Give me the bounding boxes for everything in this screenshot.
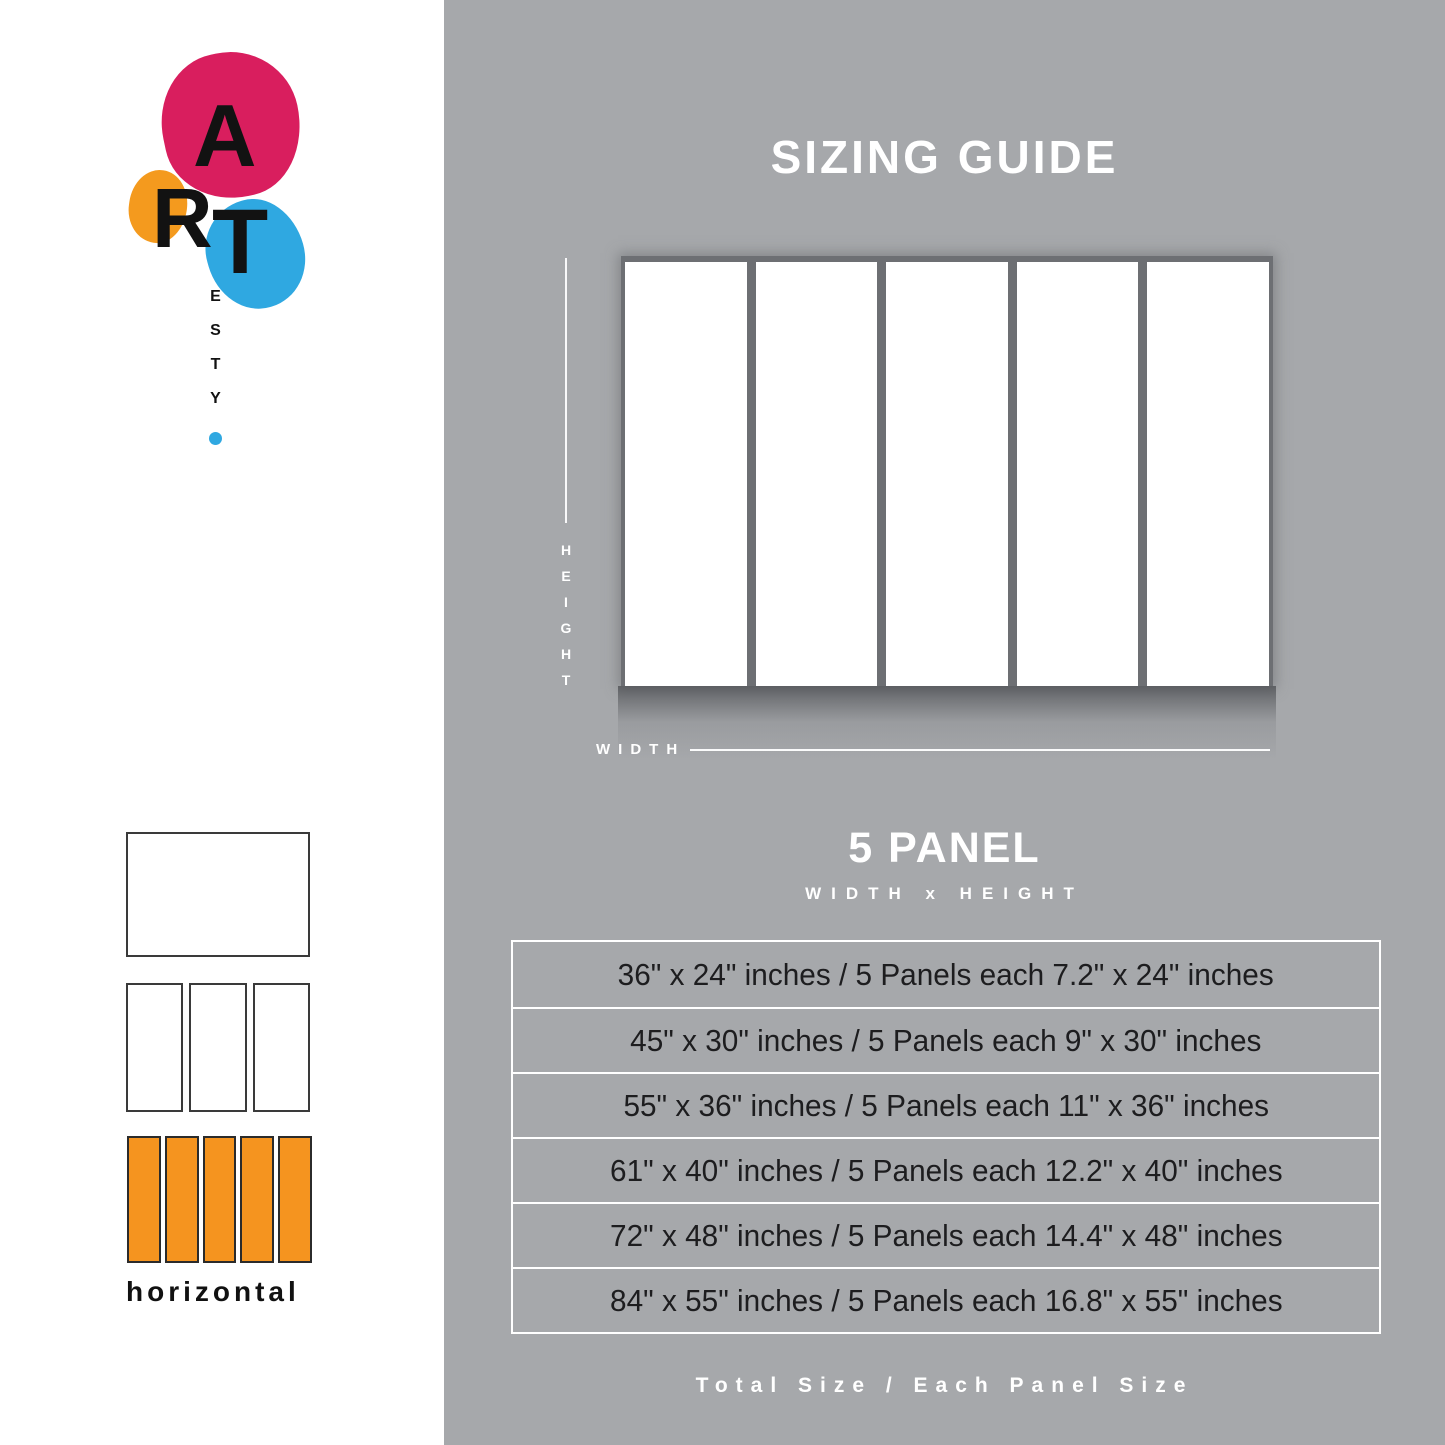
thumbnail-five-panel-horizontal: [127, 1136, 312, 1263]
dimension-format-label: WIDTH x HEIGHT: [805, 884, 1084, 903]
height-axis-line: [565, 258, 567, 523]
size-row: 45" x 30" inches / 5 Panels each 9" x 30…: [513, 1007, 1379, 1072]
thumbnail-panel-orange: [240, 1136, 275, 1263]
footer-note: Total Size / Each Panel Size: [695, 1374, 1194, 1397]
thumbnail-panel-orange: [164, 1136, 199, 1263]
size-row-text: 45" x 30" inches / 5 Panels each 9" x 30…: [630, 1022, 1262, 1058]
size-row-text: 36" x 24" inches / 5 Panels each 7.2" x …: [617, 956, 1275, 992]
size-row-text: 72" x 48" inches / 5 Panels each 14.4" x…: [609, 1217, 1283, 1253]
logo-letter-r: R: [152, 171, 213, 265]
logo-letter-t: T: [212, 191, 269, 293]
size-row-text: 55" x 36" inches / 5 Panels each 11" x 3…: [623, 1087, 1269, 1123]
panel-reflection-shadow: [618, 686, 1276, 766]
height-axis-label: HEIGHT: [558, 542, 574, 698]
size-row: 55" x 36" inches / 5 Panels each 11" x 3…: [513, 1072, 1379, 1137]
panel-preview: [755, 262, 878, 686]
size-row: 84" x 55" inches / 5 Panels each 16.8" x…: [513, 1267, 1379, 1332]
logo-vertical-letters: ESTY: [207, 288, 224, 424]
thumbnail-three-panel: [126, 983, 310, 1112]
panel-preview: [886, 262, 1008, 686]
orientation-label: horizontal: [126, 1276, 300, 1307]
thumbnail-panel-orange: [278, 1136, 312, 1263]
panel-count-heading: 5 PANEL: [848, 824, 1041, 872]
logo-blue-dot: [209, 432, 222, 445]
width-axis-line: [690, 749, 1270, 751]
size-table: 36" x 24" inches / 5 Panels each 7.2" x …: [511, 940, 1381, 1334]
size-row: 61" x 40" inches / 5 Panels each 12.2" x…: [513, 1137, 1379, 1202]
thumbnail-panel: [126, 983, 184, 1112]
panel-preview: [625, 262, 747, 686]
size-row-text: 61" x 40" inches / 5 Panels each 12.2" x…: [609, 1152, 1283, 1188]
panel-preview: [1147, 262, 1269, 686]
thumbnail-panel-orange: [202, 1136, 237, 1263]
page-title: SIZING GUIDE: [770, 131, 1119, 183]
size-row: 72" x 48" inches / 5 Panels each 14.4" x…: [513, 1202, 1379, 1267]
thumbnail-panel-orange: [127, 1136, 161, 1263]
thumbnail-single-panel: [126, 832, 310, 957]
size-row-text: 84" x 55" inches / 5 Panels each 16.8" x…: [609, 1282, 1283, 1318]
panel-preview-group: [621, 256, 1273, 686]
thumbnail-panel: [252, 983, 310, 1112]
size-row: 36" x 24" inches / 5 Panels each 7.2" x …: [513, 942, 1379, 1007]
panel-preview: [1016, 262, 1139, 686]
logo-letter-a: A: [193, 86, 257, 185]
thumbnail-panel: [189, 983, 247, 1112]
width-axis-label: WIDTH: [596, 741, 686, 758]
